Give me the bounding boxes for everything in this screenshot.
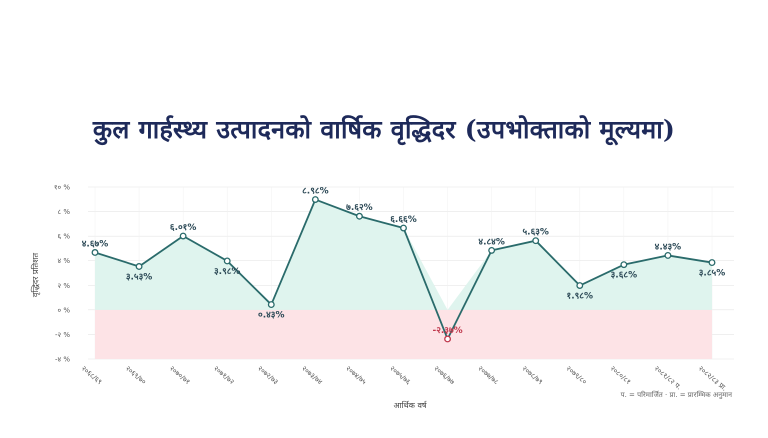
chart-title: कुल गार्हस्थ्य उत्पादनको वार्षिक वृद्धिद… (92, 115, 676, 144)
x-tick-label: २०७०/७१ (168, 364, 192, 386)
data-point (355, 212, 363, 220)
x-tick-label: २०७६/७७ (432, 364, 456, 386)
data-point (267, 301, 275, 309)
x-tick-label: २०७७/७८ (476, 364, 500, 386)
x-tick-label: २०८२/८३ प्रा. (697, 364, 729, 392)
data-point (576, 282, 584, 289)
data-label: ३.९८% (214, 267, 240, 277)
y-tick-label: -२ % (55, 331, 70, 339)
data-label: ३.६८% (611, 271, 637, 281)
y-tick-label: ४ % (57, 257, 70, 265)
y-tick-label: ६ % (57, 233, 70, 241)
data-point (664, 251, 672, 259)
data-point (620, 261, 628, 269)
x-tick-label: २०८०/८१ (609, 364, 633, 386)
x-tick-label: २०७३/७४ (300, 364, 324, 386)
y-tick-label: १० % (54, 184, 71, 192)
data-label: ३.८५% (699, 269, 725, 279)
y-tick-label: ० % (57, 306, 70, 314)
x-tick-label: २०७२/७३ (256, 364, 280, 386)
data-label: ४.८४% (478, 237, 504, 247)
x-tick-label: २०७१/७२ (212, 364, 236, 386)
data-label: १.९८% (567, 292, 593, 302)
data-point (135, 263, 143, 270)
data-label: ६.०१% (170, 223, 196, 233)
y-tick-label: ८ % (57, 208, 70, 216)
chart-footnote: प. = परिमार्जित · प्रा. = प्रारम्भिक अनु… (621, 390, 733, 399)
positive-area (95, 199, 712, 310)
negative-region (95, 309, 712, 359)
data-label: ४.४३% (655, 242, 681, 252)
data-label: ८.९८% (302, 187, 328, 197)
data-label: ७.६२% (346, 203, 372, 213)
x-tick-label: २०७९/८० (565, 364, 589, 386)
x-axis-label: आर्थिक वर्ष (393, 400, 427, 410)
data-point (223, 257, 231, 265)
y-tick-label: २ % (57, 282, 70, 290)
x-tick-label: २०८१/८२ प. (653, 364, 683, 391)
data-point (708, 259, 716, 267)
data-label: ४.६७% (82, 239, 108, 249)
x-tick-label: २०६८/६९ (80, 364, 104, 386)
data-label: ०.४३% (258, 311, 284, 321)
x-tick-label: २०६९/७० (124, 364, 148, 386)
data-point (488, 246, 496, 254)
x-tick-label: २०७५/७६ (388, 364, 412, 386)
data-point (444, 335, 452, 343)
data-label: ६.६६% (390, 215, 416, 225)
y-axis-label: वृद्धिदर प्रतिशत (30, 252, 41, 297)
data-point (311, 196, 319, 203)
x-tick-label: २०७८/७९ (520, 364, 544, 386)
data-point (179, 232, 187, 240)
x-tick-label: २०७४/७५ (344, 364, 368, 386)
y-tick-label: -४ % (55, 356, 70, 364)
data-point (91, 249, 99, 256)
data-label: -२.३७% (432, 326, 462, 336)
data-label: ५.६३% (522, 228, 548, 238)
data-point (400, 224, 407, 232)
data-label: ३.५३% (126, 272, 152, 282)
data-point (532, 237, 540, 245)
